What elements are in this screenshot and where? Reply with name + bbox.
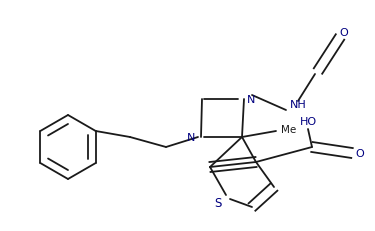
Text: S: S bbox=[214, 197, 222, 210]
Text: NH: NH bbox=[290, 100, 306, 109]
Text: HO: HO bbox=[299, 116, 316, 126]
Text: N: N bbox=[247, 94, 255, 105]
Text: Me: Me bbox=[281, 125, 297, 134]
Text: O: O bbox=[340, 28, 348, 38]
Text: O: O bbox=[356, 148, 364, 158]
Text: N: N bbox=[187, 132, 195, 142]
